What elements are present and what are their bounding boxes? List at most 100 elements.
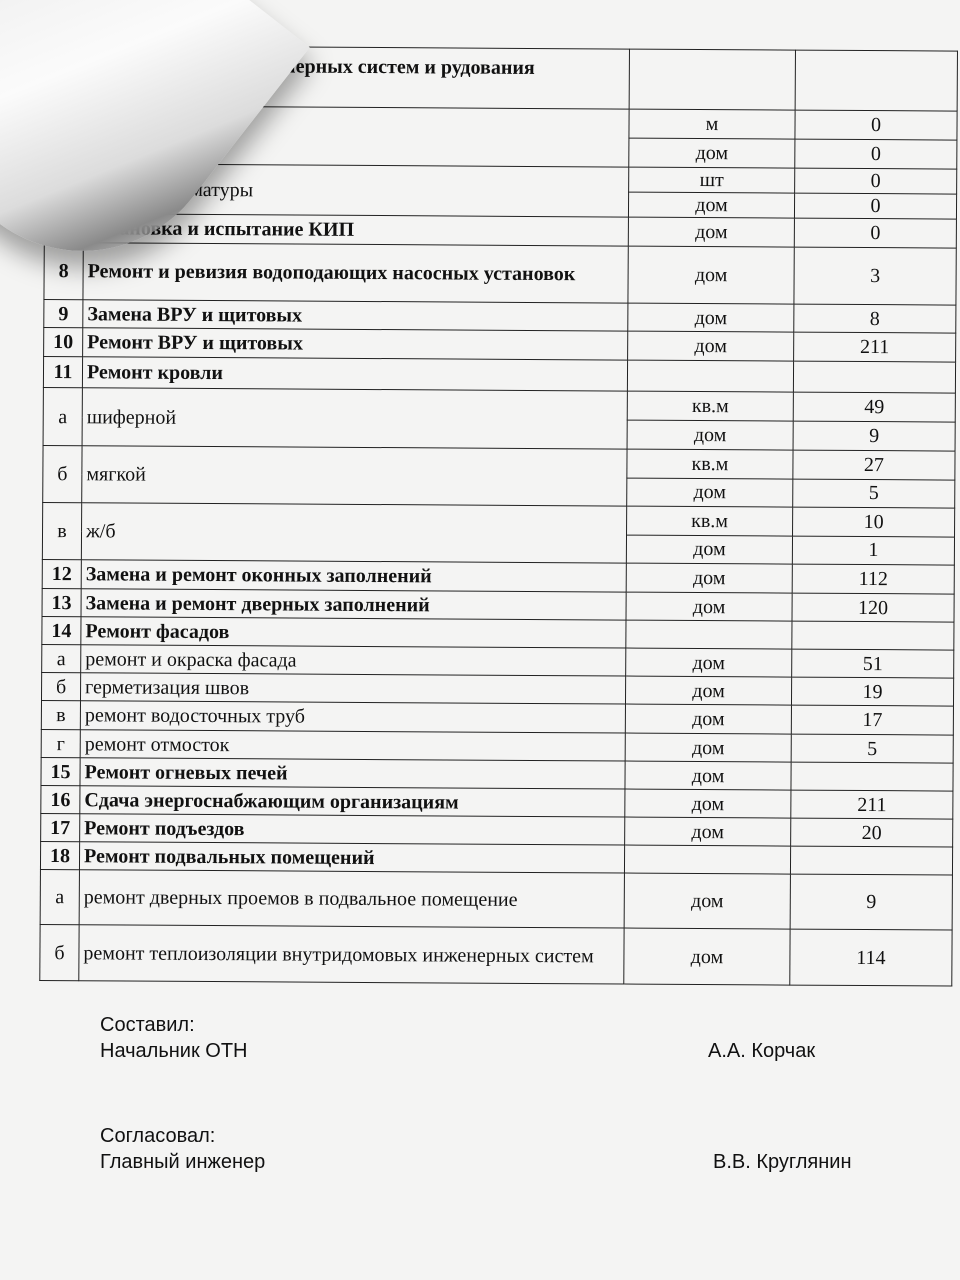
row-unit: дом [625, 704, 792, 735]
row-value: 0 [794, 168, 957, 195]
row-name: Ремонт и ревизия водоподающих насосных у… [82, 242, 629, 304]
row-number: 18 [40, 841, 80, 870]
row-number: 16 [40, 785, 80, 814]
row-value: 17 [791, 705, 954, 736]
compiled-label: Составил: [100, 1014, 195, 1036]
row-unit: м [628, 109, 796, 140]
row-unit: дом [627, 246, 795, 305]
row-value [790, 846, 953, 876]
row-number: а [43, 387, 83, 446]
row-unit: дом [627, 303, 794, 333]
row-unit [627, 360, 794, 393]
row-unit: дом [627, 331, 794, 362]
row-number: в [41, 700, 81, 730]
row-value: 9 [790, 874, 953, 931]
approved-name: В.В. Круглянин [713, 1151, 852, 1173]
row-number: 17 [40, 813, 80, 842]
compiled-role: Начальник ОТН [100, 1040, 248, 1062]
row-unit: дом [628, 217, 795, 248]
row-value: 0 [794, 110, 958, 141]
table-row: а ремонт дверных проемов в подвальное пом… [40, 869, 953, 931]
row-unit: дом [625, 676, 792, 706]
row-value: 211 [793, 332, 956, 363]
row-value [793, 361, 956, 394]
row-name: Ремонт фасадов [80, 616, 626, 649]
row-unit: дом [626, 534, 793, 565]
row-unit: дом [625, 648, 792, 678]
row-value [795, 50, 958, 112]
row-value [791, 621, 954, 651]
row-name: ремонт и окраска фасада [80, 644, 626, 677]
row-name: ж/б [81, 502, 627, 564]
row-unit [624, 845, 791, 875]
row-unit: дом [625, 592, 793, 622]
row-value: 112 [792, 564, 955, 595]
row-value: 5 [791, 734, 954, 764]
row-value: 120 [791, 593, 955, 623]
row-name: шиферной [82, 387, 628, 450]
approved-label: Согласовал: [100, 1125, 216, 1147]
table-row: в ж/б кв.м 10 [42, 502, 955, 564]
row-value: 211 [790, 790, 953, 820]
row-unit: дом [624, 789, 791, 819]
row-unit: дом [627, 420, 794, 451]
row-unit: шт [628, 167, 795, 194]
table-row: 8 Ремонт и ревизия водоподающих насосных … [43, 242, 957, 306]
row-number: б [41, 672, 81, 701]
row-name: Ремонт ВРУ и щитовых [82, 327, 628, 361]
row-name: Ремонт кровли [82, 356, 628, 392]
row-value: 1 [792, 535, 955, 566]
table-row: б ремонт теплоизоляции внутридомовых инже… [39, 924, 953, 987]
row-value: 19 [791, 677, 954, 707]
row-number: а [41, 644, 81, 673]
row-unit: кв.м [626, 449, 794, 479]
row-unit: дом [623, 928, 791, 986]
row-value: 49 [793, 392, 956, 423]
row-value: 3 [793, 247, 957, 306]
row-number: 9 [43, 299, 83, 328]
row-unit: дом [624, 873, 791, 930]
row-number: 12 [42, 559, 82, 589]
row-unit: дом [626, 477, 793, 508]
row-value: 10 [792, 507, 955, 537]
row-value: 8 [793, 304, 956, 334]
row-name: ремонт дверных проемов в подвальное поме… [79, 869, 625, 929]
row-value: 5 [792, 478, 955, 509]
row-number: 11 [43, 356, 83, 388]
row-name: Ремонт огневых печей [79, 757, 626, 790]
approved-role: Главный инженер [100, 1151, 266, 1173]
row-value [790, 762, 954, 792]
row-name: Замена ВРУ и щитовых [82, 299, 628, 332]
row-unit [625, 620, 792, 650]
row-name: Замена и ремонт дверных заполнений [81, 588, 627, 621]
row-value: 27 [792, 450, 956, 480]
row-number: б [42, 445, 83, 503]
row-name: Замена и ремонт оконных заполнений [81, 559, 627, 593]
row-value: 0 [794, 139, 957, 170]
row-unit: дом [628, 138, 795, 169]
row-unit: дом [625, 733, 792, 763]
row-value: 114 [789, 929, 953, 987]
row-value: 51 [791, 649, 954, 679]
row-number: в [42, 502, 82, 560]
row-name: Сдача энергоснабжающим организациям [79, 785, 625, 818]
row-name: мягкой [81, 445, 628, 507]
row-number: г [41, 729, 81, 758]
row-number: б [39, 924, 80, 981]
row-name: Ремонт подъездов [79, 813, 625, 846]
row-number: 15 [40, 757, 81, 786]
row-value: 0 [794, 218, 957, 249]
row-number: а [40, 869, 80, 925]
row-unit [629, 49, 796, 111]
row-name: ремонт теплоизоляции внутридомовых инжен… [78, 924, 625, 985]
row-name: ремонт отмосток [80, 729, 626, 762]
row-unit: дом [628, 192, 795, 219]
table-row: б мягкой кв.м 27 [42, 445, 956, 507]
compiled-name: А.А. Корчак [708, 1040, 816, 1062]
row-unit: дом [624, 761, 792, 791]
row-name: ремонт водосточных труб [80, 700, 626, 734]
row-unit: кв.м [627, 391, 794, 422]
row-value: 20 [790, 818, 953, 848]
row-number: 10 [43, 327, 83, 357]
table-row: а шиферной кв.м 49 [43, 387, 956, 450]
